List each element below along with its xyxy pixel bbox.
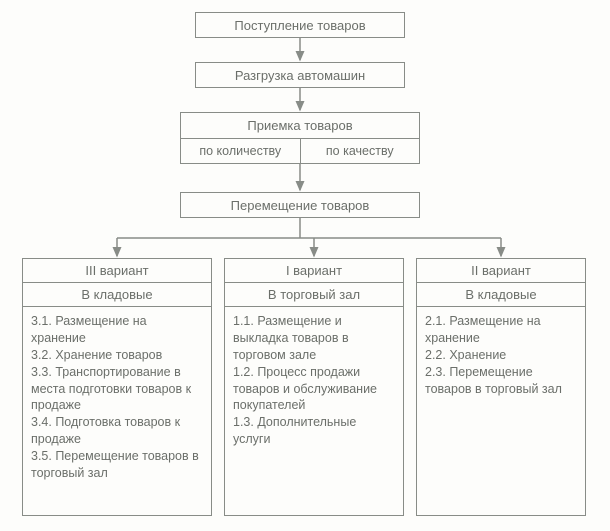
variant-1-subtitle: В торговый зал [225,283,403,307]
variant-3: III вариант В кладовые 3.1. Размещение н… [22,258,212,516]
variant-3-subtitle: В кладовые [23,283,211,307]
variant-1-body: 1.1. Размещение и выкладка товаров в тор… [225,307,403,454]
step-acceptance-title: Приемка товаров [181,113,419,139]
variant-1: I вариант В торговый зал 1.1. Размещение… [224,258,404,516]
variant-2-subtitle: В кладовые [417,283,585,307]
step-acceptance: Приемка товаров по количеству по качеств… [180,112,420,164]
step-movement: Перемещение товаров [180,192,420,218]
variant-2-body: 2.1. Размещение на хранение 2.2. Хранени… [417,307,585,403]
variant-3-body: 3.1. Размещение на хранение 3.2. Хранени… [23,307,211,488]
acceptance-by-quantity: по количеству [181,139,301,163]
variant-3-title: III вариант [23,259,211,283]
variant-2: II вариант В кладовые 2.1. Размещение на… [416,258,586,516]
variant-2-title: II вариант [417,259,585,283]
variant-1-title: I вариант [225,259,403,283]
step-incoming: Поступление товаров [195,12,405,38]
acceptance-by-quality: по качеству [301,139,420,163]
step-unloading: Разгрузка автомашин [195,62,405,88]
